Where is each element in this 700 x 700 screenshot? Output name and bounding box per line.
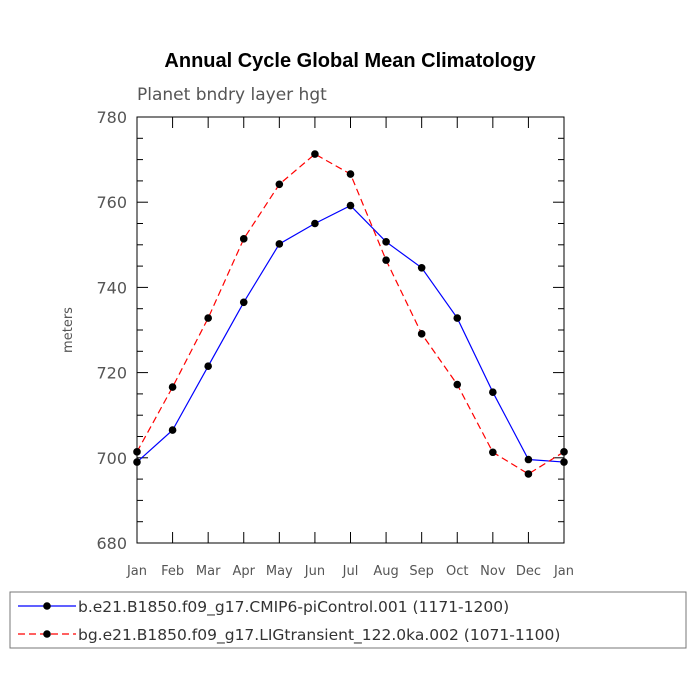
data-point bbox=[204, 314, 212, 322]
chart-subtitle: Planet bndry layer hgt bbox=[137, 85, 327, 105]
series-group bbox=[133, 150, 568, 478]
y-tick-label: 780 bbox=[96, 108, 127, 127]
y-axis-label: meters bbox=[61, 307, 76, 353]
legend-label: b.e21.B1850.f09_g17.CMIP6-piControl.001 … bbox=[78, 598, 509, 617]
x-tick-label: Jun bbox=[304, 564, 325, 579]
series-1 bbox=[133, 201, 568, 466]
y-tick-labels: 680 700 720 740 760 780 bbox=[96, 108, 127, 553]
data-point bbox=[133, 458, 141, 466]
data-point bbox=[560, 458, 568, 466]
legend-marker bbox=[43, 602, 51, 610]
data-point bbox=[311, 150, 319, 158]
y-tick-label: 740 bbox=[96, 278, 127, 297]
legend-marker bbox=[43, 630, 51, 638]
x-tick-label: Mar bbox=[196, 564, 221, 579]
series-2 bbox=[133, 150, 568, 478]
data-point bbox=[204, 362, 212, 371]
x-tick-label: Sep bbox=[409, 564, 434, 579]
data-point bbox=[453, 314, 462, 322]
x-tick-labels: Jan Feb Mar Apr May Jun Jul Aug Sep Oct Nov Dec Jan bbox=[126, 564, 574, 579]
data-point bbox=[382, 256, 390, 264]
data-point bbox=[168, 383, 177, 391]
plot-frame bbox=[136, 116, 565, 544]
y-tick-label: 700 bbox=[96, 449, 127, 468]
data-point bbox=[239, 235, 248, 243]
legend-item-2: bg.e21.B1850.f09_g17.LIGtransient_122.0k… bbox=[18, 626, 560, 645]
legend: b.e21.B1850.f09_g17.CMIP6-piControl.001 … bbox=[9, 591, 687, 649]
data-point bbox=[524, 455, 533, 464]
y-tick-label: 760 bbox=[96, 193, 127, 212]
x-tick-label: Jan bbox=[553, 564, 574, 579]
x-tick-label: Nov bbox=[480, 564, 506, 579]
data-point bbox=[133, 448, 141, 456]
plot-area: 680 700 720 740 760 780 Jan Feb Mar Apr May Jun Jul… bbox=[96, 108, 574, 579]
x-tick-label: Aug bbox=[373, 564, 398, 579]
data-point bbox=[417, 330, 426, 338]
data-point bbox=[560, 448, 568, 456]
data-point bbox=[417, 264, 426, 272]
data-point bbox=[275, 240, 284, 248]
x-tick-label: Apr bbox=[233, 564, 256, 579]
data-point bbox=[346, 201, 355, 210]
data-point bbox=[453, 380, 462, 389]
data-point bbox=[489, 388, 497, 396]
x-tick-label: Oct bbox=[446, 564, 468, 579]
data-point bbox=[275, 180, 284, 189]
data-point bbox=[311, 219, 319, 228]
y-tick-label: 680 bbox=[96, 534, 127, 553]
data-point bbox=[239, 298, 248, 307]
x-tick-label: Jan bbox=[126, 564, 147, 579]
y-tick-label: 720 bbox=[96, 364, 127, 383]
series-line bbox=[136, 204, 565, 463]
x-tick-label: Jul bbox=[342, 564, 359, 579]
data-point bbox=[346, 170, 355, 178]
data-point bbox=[168, 426, 177, 434]
chart-title: Annual Cycle Global Mean Climatology bbox=[164, 50, 536, 72]
data-point bbox=[524, 470, 533, 478]
x-tick-label: May bbox=[266, 564, 293, 579]
legend-label: bg.e21.B1850.f09_g17.LIGtransient_122.0k… bbox=[78, 626, 560, 645]
legend-items: b.e21.B1850.f09_g17.CMIP6-piControl.001 … bbox=[18, 598, 560, 645]
legend-item-1: b.e21.B1850.f09_g17.CMIP6-piControl.001 … bbox=[18, 598, 509, 617]
data-point bbox=[382, 238, 390, 246]
legend-box bbox=[9, 591, 687, 649]
x-tick-label: Dec bbox=[516, 564, 541, 579]
x-tick-label: Feb bbox=[161, 564, 184, 579]
data-point bbox=[489, 448, 497, 457]
axis-ticks bbox=[136, 116, 565, 544]
